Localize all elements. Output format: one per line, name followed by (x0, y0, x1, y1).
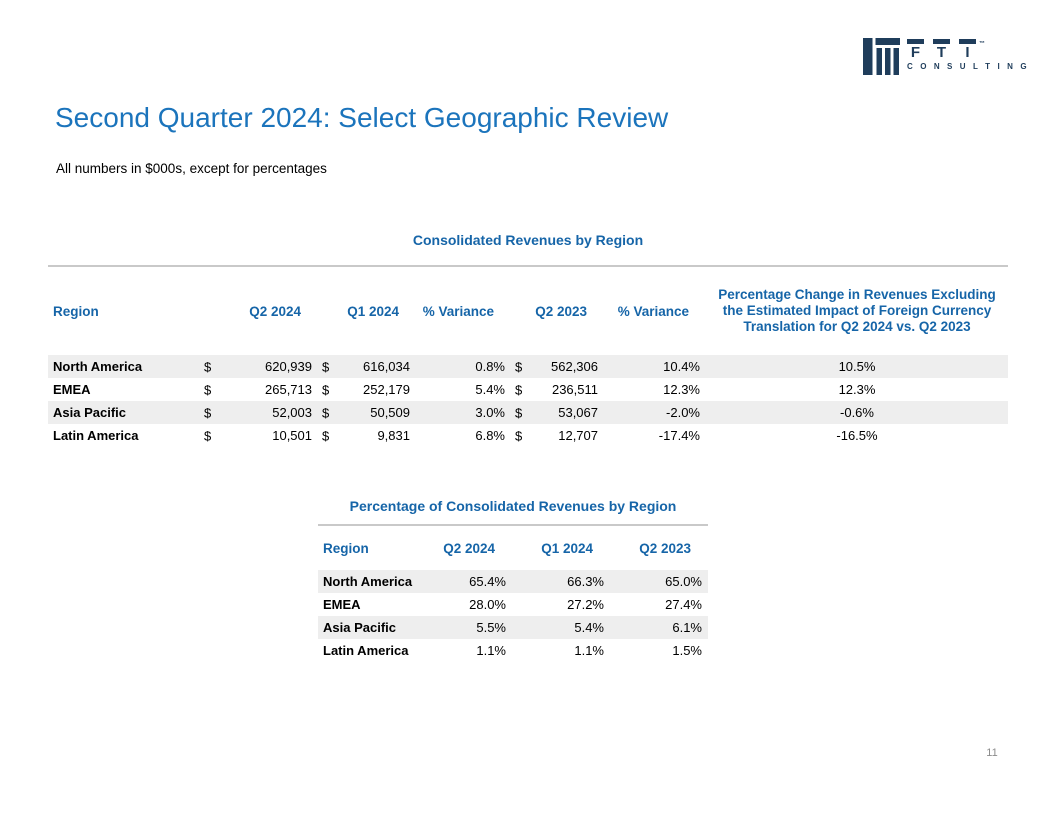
fx-adjusted-change-cell: -16.5% (836, 428, 878, 443)
revenue-table: Region Q2 2024 Q1 2024 % Variance Q2 202… (48, 267, 1008, 447)
q2-2023-cell: $53,067 (511, 401, 604, 424)
currency-symbol: $ (204, 428, 212, 443)
revenue-table-title: Consolidated Revenues by Region (412, 232, 644, 248)
variance-q2-2023-cell: -2.0% (604, 401, 706, 424)
q1-2024-cell: 27.2% (567, 597, 604, 612)
col-header-q2-2023: Q2 2023 (639, 540, 691, 556)
table-row: EMEA 28.0% 27.2% 27.4% (318, 593, 708, 616)
q1-2024-cell: 5.4% (512, 616, 610, 639)
currency-symbol: $ (322, 405, 330, 420)
col-header-q2-2024: Q2 2024 (249, 303, 301, 319)
currency-symbol: $ (322, 359, 330, 374)
variance-q2-2023-cell: -17.4% (658, 428, 700, 443)
q2-2023-cell: $236,511 (515, 382, 598, 397)
currency-symbol: $ (515, 359, 523, 374)
fti-column-icon (863, 38, 900, 75)
percentage-table-title: Percentage of Consolidated Revenues by R… (349, 498, 677, 514)
variance-q1-cell: 0.8% (416, 355, 511, 378)
currency-symbol: $ (515, 428, 523, 443)
variance-q2-2023-cell: 12.3% (663, 382, 700, 397)
region-cell: North America (48, 355, 200, 378)
col-header-q2-2024: Q2 2024 (443, 540, 495, 556)
q2-2023-cell: $562,306 (511, 355, 604, 378)
col-header-q2-2023: Q2 2023 (535, 303, 587, 319)
q2-2023-cell: 65.0% (610, 570, 708, 593)
fx-adjusted-change-cell: 12.3% (838, 382, 876, 397)
revenue-table-section: Consolidated Revenues by Region Region Q… (48, 230, 1008, 447)
fti-letter-t: T (933, 39, 950, 61)
q1-2024-cell: $50,509 (318, 401, 416, 424)
percentage-table: Region Q2 2024 Q1 2024 Q2 2023 North Ame… (318, 526, 708, 662)
currency-symbol: $ (204, 359, 212, 374)
fti-logo-text: F T I ™ C O N S U L T I N G (907, 38, 1029, 71)
q2-2024-cell: $10,501 (204, 428, 312, 443)
page-number: 11 (986, 747, 998, 759)
region-cell: EMEA (53, 382, 91, 397)
q2-2023-cell: 1.5% (672, 643, 702, 658)
table-row: Asia Pacific $52,003 $50,509 3.0% $53,06… (48, 401, 1008, 424)
table-row: Latin America $10,501 $9,831 6.8% $12,70… (48, 424, 1008, 447)
fti-letters: F T I ™ (907, 39, 1029, 61)
table-row: North America $620,939 $616,034 0.8% $56… (48, 355, 1008, 378)
q2-2023-cell: 6.1% (610, 616, 708, 639)
q1-2024-cell: 1.1% (574, 643, 604, 658)
col-header-fx-adjusted-change: Percentage Change in Revenues Excluding … (718, 287, 996, 334)
divider (318, 524, 708, 526)
variance-q2-2023-cell: 10.4% (604, 355, 706, 378)
region-cell: EMEA (323, 597, 361, 612)
q2-2024-cell: 28.0% (469, 597, 506, 612)
fti-letter-f: F (907, 39, 924, 61)
col-header-region: Region (323, 540, 369, 556)
currency-symbol: $ (322, 382, 330, 397)
fx-adjusted-change-cell: 10.5% (706, 355, 1008, 378)
q2-2024-cell: $52,003 (200, 401, 318, 424)
q1-2024-cell: $616,034 (318, 355, 416, 378)
col-header-variance-q2-2023: % Variance (617, 303, 689, 319)
currency-symbol: $ (515, 405, 523, 420)
fti-letter-i: I (959, 39, 976, 61)
region-cell: Latin America (323, 643, 409, 658)
percentage-table-section: Percentage of Consolidated Revenues by R… (318, 496, 708, 662)
table-row: Latin America 1.1% 1.1% 1.5% (318, 639, 708, 662)
q1-2024-cell: 66.3% (512, 570, 610, 593)
fx-adjusted-change-cell: -0.6% (706, 401, 1008, 424)
units-note: All numbers in $000s, except for percent… (56, 161, 327, 176)
region-cell: North America (318, 570, 430, 593)
fti-logo: F T I ™ C O N S U L T I N G (863, 38, 1027, 78)
region-cell: Latin America (53, 428, 139, 443)
trademark-symbol: ™ (979, 41, 985, 47)
fti-consulting-wordmark: C O N S U L T I N G (907, 62, 1030, 71)
page-title: Second Quarter 2024: Select Geographic R… (55, 102, 669, 133)
table-row: North America 65.4% 66.3% 65.0% (318, 570, 708, 593)
q2-2024-cell: $265,713 (204, 382, 312, 397)
revenue-table-header-row: Region Q2 2024 Q1 2024 % Variance Q2 202… (48, 267, 1008, 355)
col-header-region: Region (53, 303, 99, 319)
q2-2024-cell: 5.5% (430, 616, 512, 639)
q2-2024-cell: $620,939 (200, 355, 318, 378)
q1-2024-cell: $252,179 (322, 382, 410, 397)
currency-symbol: $ (322, 428, 330, 443)
col-header-q1-2024: Q1 2024 (347, 303, 399, 319)
q2-2024-cell: 65.4% (430, 570, 512, 593)
currency-symbol: $ (515, 382, 523, 397)
percentage-table-header-row: Region Q2 2024 Q1 2024 Q2 2023 (318, 526, 708, 570)
currency-symbol: $ (204, 405, 212, 420)
divider (48, 265, 1008, 267)
variance-q1-cell: 3.0% (416, 401, 511, 424)
col-header-q1-2024: Q1 2024 (541, 540, 593, 556)
region-cell: Asia Pacific (318, 616, 430, 639)
q1-2024-cell: $9,831 (322, 428, 410, 443)
variance-q1-cell: 5.4% (475, 382, 505, 397)
q2-2024-cell: 1.1% (476, 643, 506, 658)
variance-q1-cell: 6.8% (475, 428, 505, 443)
table-row: EMEA $265,713 $252,179 5.4% $236,511 12.… (48, 378, 1008, 401)
table-row: Asia Pacific 5.5% 5.4% 6.1% (318, 616, 708, 639)
col-header-variance-q1: % Variance (422, 303, 494, 319)
currency-symbol: $ (204, 382, 212, 397)
q2-2023-cell: $12,707 (515, 428, 598, 443)
region-cell: Asia Pacific (48, 401, 200, 424)
q2-2023-cell: 27.4% (665, 597, 702, 612)
